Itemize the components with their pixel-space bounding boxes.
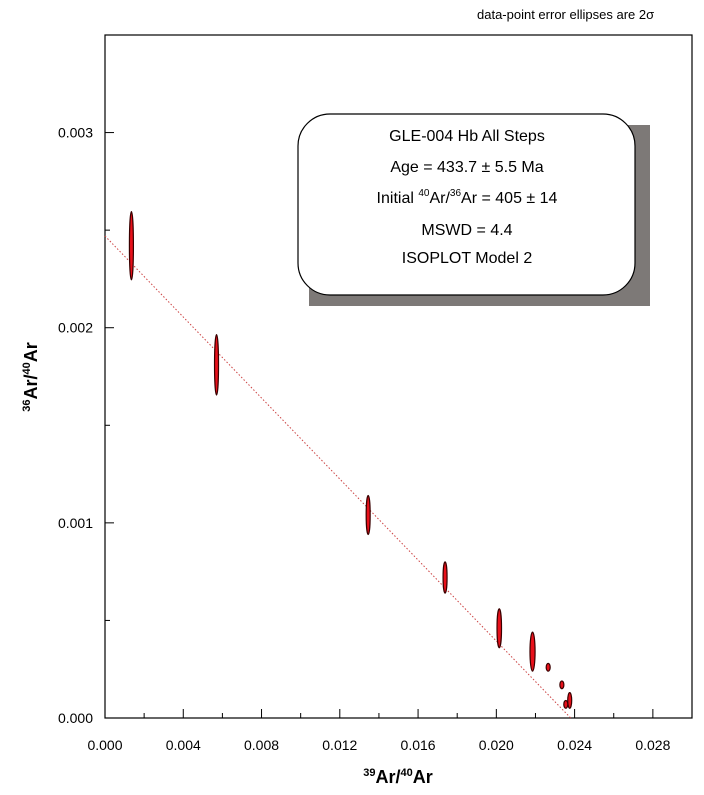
- info-box: [297, 113, 636, 296]
- y-title-b: Ar: [21, 342, 41, 362]
- x-tick-label: 0.028: [635, 737, 670, 753]
- x-tick-label: 0.024: [557, 737, 592, 753]
- y-axis-title: 36Ar/40Ar: [21, 342, 41, 412]
- info-box-age: Age = 433.7 ± 5.5 Ma: [390, 159, 543, 176]
- y-tick-label: 0.002: [58, 320, 93, 336]
- x-axis-title: 39Ar/40Ar: [363, 767, 433, 787]
- data-ellipse-5: [496, 608, 503, 649]
- data-ellipse-7: [545, 662, 551, 672]
- info-box-mswd: MSWD = 4.4: [421, 222, 512, 239]
- plot-frame: [104, 34, 693, 719]
- data-ellipse-8: [559, 680, 565, 690]
- y-title-a: Ar/: [21, 375, 41, 400]
- data-ellipse-3: [365, 494, 371, 536]
- data-ellipse-4: [442, 561, 448, 594]
- axis-ticks: 0.000 0.004 0.008 0.012 0.016 0.020 0.024 0.028…: [58, 125, 671, 753]
- x-title-b: Ar: [413, 767, 433, 787]
- initial-ratio-value: Ar = 405 ± 14: [461, 190, 558, 207]
- x-tick-label: 0.000: [87, 737, 122, 753]
- y-title-sup2: 40: [21, 362, 33, 374]
- data-ellipses: [128, 211, 573, 709]
- info-box-title: GLE-004 Hb All Steps: [389, 128, 545, 145]
- y-tick-label: 0.003: [58, 125, 93, 141]
- data-ellipse-6: [529, 631, 536, 672]
- x-tick-label: 0.004: [166, 737, 201, 753]
- initial-ratio-mid: Ar/: [429, 190, 450, 207]
- info-box-initial-ratio: Initial 40Ar/36Ar = 405 ± 14: [377, 188, 558, 207]
- data-ellipse-9: [567, 692, 573, 709]
- x-tick-label: 0.020: [479, 737, 514, 753]
- x-title-sup2: 40: [401, 767, 413, 779]
- x-title-sup1: 39: [363, 767, 375, 779]
- data-ellipse-1: [128, 211, 135, 281]
- x-tick-label: 0.008: [244, 737, 279, 753]
- data-ellipse-10: [563, 699, 569, 709]
- info-box-model: ISOPLOT Model 2: [402, 250, 533, 267]
- data-ellipse-2: [213, 333, 220, 396]
- initial-ratio-prefix: Initial: [377, 190, 419, 207]
- x-tick-label: 0.016: [401, 737, 436, 753]
- x-title-a: Ar/: [375, 767, 400, 787]
- error-ellipse-note: data-point error ellipses are 2σ: [477, 7, 655, 22]
- y-tick-label: 0.001: [58, 515, 93, 531]
- initial-ratio-sup2: 36: [450, 188, 462, 199]
- y-title-sup1: 36: [21, 400, 33, 412]
- x-tick-label: 0.012: [322, 737, 357, 753]
- initial-ratio-sup1: 40: [418, 188, 430, 199]
- y-tick-label: 0.000: [58, 710, 93, 726]
